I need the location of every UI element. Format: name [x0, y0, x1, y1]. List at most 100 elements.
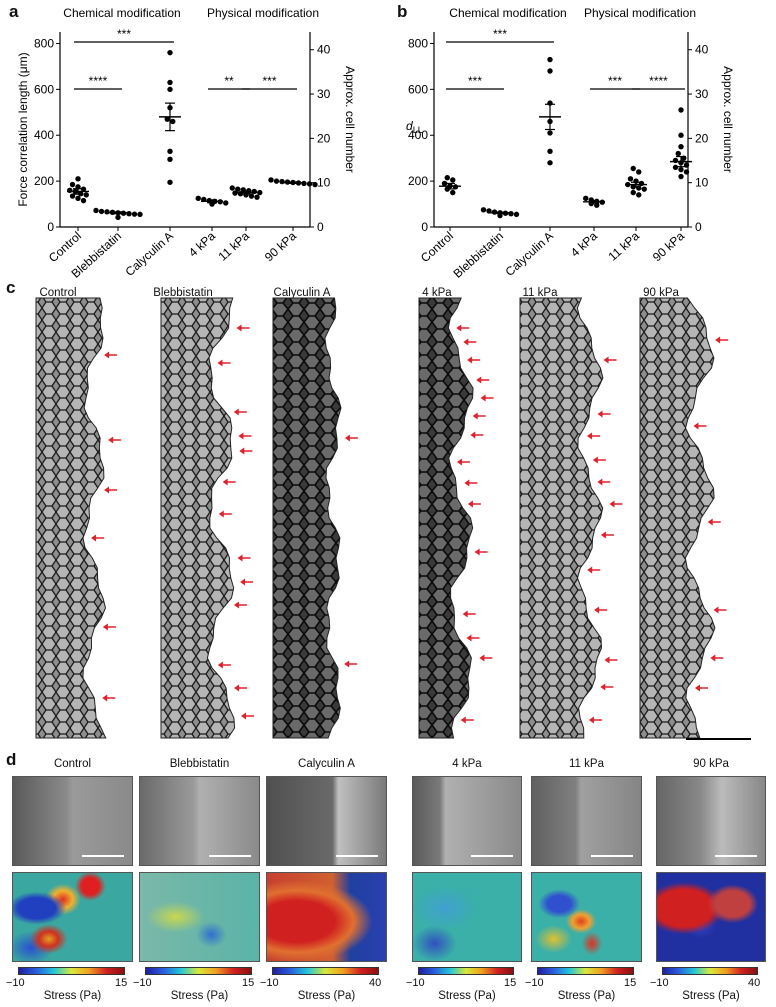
red-arrow-icon	[234, 684, 248, 692]
red-arrow-icon	[480, 394, 494, 402]
colorbar-min-label: −10	[260, 977, 279, 989]
chart-b: 0 200 400 600 800 0 10 20 30 40 ControlBlebbistati…	[406, 6, 735, 281]
red-arrow-icon	[233, 408, 247, 416]
significance-label: ****	[89, 74, 108, 88]
red-arrow-icon	[586, 432, 600, 440]
panel-d-label: 11 kPa	[569, 758, 604, 770]
red-arrow-icon	[91, 534, 105, 542]
data-point	[131, 211, 138, 217]
data-point	[75, 195, 81, 202]
red-arrow-icon	[239, 447, 253, 455]
data-point	[450, 177, 456, 183]
panel-d-label: 4 kPa	[452, 758, 482, 770]
red-arrow-icon	[470, 431, 484, 439]
red-arrow-icon	[464, 479, 478, 487]
red-arrow-icon	[238, 432, 252, 440]
data-point	[583, 195, 589, 202]
y-tick-label: 0	[421, 220, 428, 234]
data-point	[279, 178, 285, 185]
data-point	[67, 187, 73, 193]
cell-monolayer-strip	[272, 297, 342, 739]
panel-c-label: Blebbistatin	[153, 287, 213, 299]
colorbar	[18, 967, 125, 975]
data-point	[223, 200, 229, 206]
y-right-tick-label: 40	[695, 43, 709, 57]
panel-c-label: Control	[39, 287, 77, 299]
data-point	[83, 192, 89, 198]
data-point	[167, 79, 173, 86]
y-tick-label: 600	[408, 82, 428, 96]
data-point	[164, 116, 170, 122]
y-tick-label: 800	[408, 36, 428, 50]
y-right-tick-label: 20	[317, 131, 331, 145]
colorbar	[662, 967, 758, 975]
data-point	[170, 118, 176, 125]
red-arrow-icon	[604, 656, 618, 664]
data-point	[306, 181, 313, 187]
data-point	[126, 210, 132, 217]
y-right-tick-label: 30	[695, 87, 709, 101]
data-point	[627, 176, 634, 182]
data-point	[508, 210, 514, 217]
red-arrow-icon	[217, 661, 231, 669]
red-arrow-icon	[588, 716, 602, 724]
x-tick-label: 11 kPa	[216, 229, 253, 264]
data-point	[547, 68, 553, 74]
red-arrow-icon	[467, 500, 481, 508]
colorbar-title: Stress (Pa)	[682, 990, 740, 1002]
y-right-tick-label: 20	[695, 131, 709, 145]
group-label-chemical: Chemical modification	[449, 6, 566, 20]
scale-bar	[82, 855, 124, 857]
cell-monolayer-strip	[519, 297, 604, 739]
data-point	[115, 214, 121, 221]
red-arrow-icon	[466, 634, 480, 642]
data-point	[248, 193, 255, 199]
data-point	[630, 165, 636, 172]
red-arrow-icon	[104, 486, 118, 494]
red-arrow-icon	[233, 601, 247, 609]
data-point	[636, 185, 642, 191]
significance-label: **	[224, 74, 234, 88]
colorbar	[418, 967, 514, 975]
x-tick-label: Control	[418, 229, 456, 265]
y-axis-label: Force correlation length (μm)	[16, 52, 30, 206]
red-arrow-icon	[222, 478, 236, 486]
panel-d-label: Blebbistatin	[169, 758, 230, 770]
stress-heatmap	[656, 872, 766, 962]
red-arrow-icon	[344, 660, 358, 668]
x-tick-label: Calyculin A	[123, 229, 176, 279]
data-point	[104, 209, 110, 215]
red-arrow-icon	[217, 359, 231, 367]
stress-heatmap	[412, 872, 522, 962]
y-tick-label: 200	[34, 174, 54, 188]
panel-c-label: 90 kPa	[643, 287, 679, 299]
y-right-tick-label: 40	[317, 43, 331, 57]
red-arrow-icon	[240, 578, 254, 586]
red-arrow-icon	[592, 456, 606, 464]
red-arrow-icon	[603, 356, 617, 364]
data-point	[497, 212, 503, 219]
colorbar-max-label: 15	[115, 977, 128, 989]
red-arrow-icon	[241, 712, 255, 720]
stress-heatmap	[531, 872, 642, 962]
y-tick-label: 600	[34, 82, 54, 96]
y-tick-label: 400	[34, 128, 54, 142]
data-point	[678, 132, 684, 138]
colorbar-min-label: −10	[133, 977, 152, 989]
data-point	[257, 189, 263, 196]
data-point	[638, 180, 645, 187]
red-arrow-icon	[456, 324, 470, 332]
group-label-physical: Physical modification	[207, 6, 319, 20]
red-arrow-icon	[344, 434, 358, 442]
data-point	[167, 148, 173, 154]
data-point	[594, 202, 600, 208]
data-point	[167, 179, 173, 185]
red-arrow-icon	[694, 684, 708, 692]
significance-label: ***	[262, 74, 276, 88]
data-point	[268, 177, 274, 183]
red-arrow-icon	[597, 478, 611, 486]
x-tick-label: 90 kPa	[650, 229, 687, 265]
red-arrow-icon	[609, 500, 623, 508]
data-point	[547, 160, 553, 166]
red-arrow-icon	[597, 410, 611, 418]
